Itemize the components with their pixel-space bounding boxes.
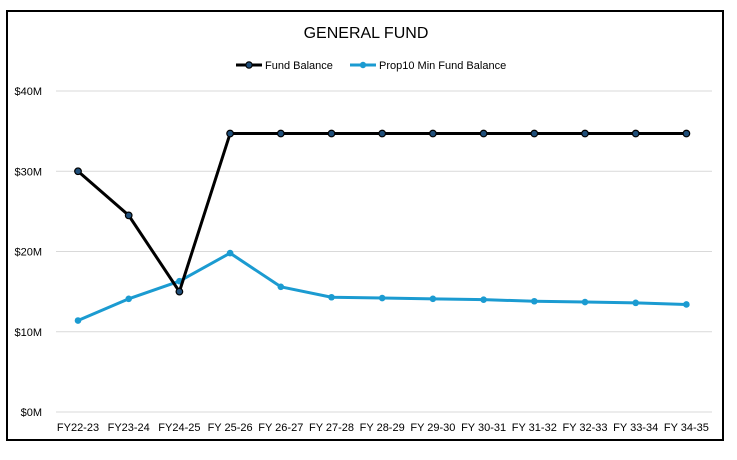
data-point-prop10-min-fund-balance xyxy=(581,298,589,306)
data-point-prop10-min-fund-balance xyxy=(125,295,132,303)
data-point-fund-balance xyxy=(429,129,437,138)
legend-marker-fund-balance xyxy=(245,61,253,69)
data-point-fund-balance xyxy=(479,129,488,138)
legend-label-fund-balance: Fund Balance xyxy=(265,60,333,72)
chart-frame xyxy=(6,10,724,441)
legend: Fund Balance Prop10 Min Fund Balance xyxy=(236,60,506,72)
series-line-fund-balance xyxy=(77,132,687,294)
x-axis-ticks: FY22-23 FY23-24 FY24-25 FY 25-26 FY 26-27 FY … xyxy=(57,422,709,434)
data-point-fund-balance xyxy=(581,129,589,138)
x-tick-label: FY 34-35 xyxy=(664,422,709,434)
data-point-fund-balance xyxy=(378,129,387,138)
series-line-prop10-min-fund-balance xyxy=(77,251,687,322)
chart-title: GENERAL FUND xyxy=(304,25,429,42)
data-point-fund-balance xyxy=(631,129,640,138)
y-axis-ticks: $0M $10M $20M $30M $40M xyxy=(14,86,42,419)
x-tick-label: FY 30-31 xyxy=(461,422,506,434)
x-tick-label: FY 28-29 xyxy=(360,422,405,434)
data-point-fund-balance xyxy=(327,129,336,138)
x-tick-label: FY 33-34 xyxy=(613,422,658,434)
series-group xyxy=(74,129,691,324)
gridlines xyxy=(56,90,712,413)
data-point-fund-balance xyxy=(530,129,539,138)
data-point-fund-balance xyxy=(124,211,133,220)
legend-item-prop10-min-fund-balance: Prop10 Min Fund Balance xyxy=(350,60,506,72)
data-point-fund-balance xyxy=(74,167,82,176)
x-tick-label: FY24-25 xyxy=(158,422,200,434)
data-point-prop10-min-fund-balance xyxy=(378,294,386,302)
data-point-prop10-min-fund-balance xyxy=(683,301,690,308)
x-tick-label: FY 29-30 xyxy=(410,422,455,434)
data-point-fund-balance xyxy=(682,129,691,138)
data-point-fund-balance xyxy=(226,129,235,138)
y-tick-label: $10M xyxy=(14,327,42,339)
legend-label-prop10: Prop10 Min Fund Balance xyxy=(379,60,506,72)
x-tick-label: FY 25-26 xyxy=(208,422,253,434)
y-tick-label: $0M xyxy=(21,407,42,419)
x-tick-label: FY23-24 xyxy=(108,422,150,434)
legend-item-fund-balance: Fund Balance xyxy=(236,60,333,72)
x-tick-label: FY 27-28 xyxy=(309,422,354,434)
data-point-prop10-min-fund-balance xyxy=(328,293,335,301)
data-point-prop10-min-fund-balance xyxy=(480,296,487,303)
data-point-fund-balance xyxy=(175,287,184,296)
data-point-prop10-min-fund-balance xyxy=(277,283,285,291)
x-tick-label: FY 32-33 xyxy=(562,422,607,434)
x-tick-label: FY 31-32 xyxy=(512,422,557,434)
y-tick-label: $20M xyxy=(14,247,42,259)
y-tick-label: $40M xyxy=(14,86,42,98)
x-tick-label: FY 26-27 xyxy=(258,422,303,434)
data-point-prop10-min-fund-balance xyxy=(531,297,538,305)
data-point-prop10-min-fund-balance xyxy=(74,317,82,324)
data-point-fund-balance xyxy=(276,129,285,138)
x-tick-label: FY22-23 xyxy=(57,422,99,434)
data-point-prop10-min-fund-balance xyxy=(226,249,234,257)
data-point-prop10-min-fund-balance xyxy=(632,299,639,307)
legend-marker-prop10 xyxy=(359,61,367,69)
data-point-prop10-min-fund-balance xyxy=(429,295,437,303)
y-tick-label: $30M xyxy=(14,166,42,178)
